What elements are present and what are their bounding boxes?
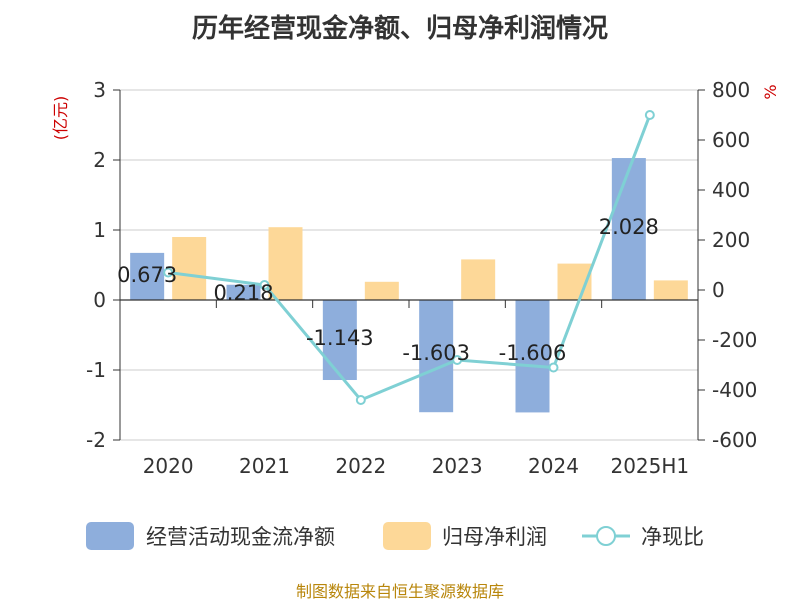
source-note: 制图数据来自恒生聚源数据库 [295,582,504,601]
left-axis-unit: (亿元) [51,96,70,141]
right-tick-label: 600 [712,128,750,152]
cash-flow-value-label: 0.673 [117,263,177,287]
cash-flow-value-label: -1.143 [306,326,374,350]
axes: -2 -1 0 1 2 3 -600 -400 -200 0 200 400 600 800 2020 202… [51,78,780,478]
net-profit-bar [653,280,688,300]
cash-flow-bar [611,158,646,300]
legend-label-cash-flow: 经营活动现金流净额 [146,525,335,549]
cash-flow-bar [419,300,454,413]
left-tick-label: 1 [93,218,106,242]
right-tick-label: 200 [712,228,750,252]
right-tick-label: 400 [712,178,750,202]
net-profit-bar [461,259,496,300]
left-tick-label: -1 [86,358,106,382]
category-label: 2021 [239,454,290,478]
left-tick-label: -2 [86,428,106,452]
cash-flow-bar [226,284,261,300]
ratio-point [452,355,463,365]
left-tick-label: 3 [93,78,106,102]
right-tick-label: -600 [712,428,757,452]
data-labels: 0.673 0.218 -1.143 -1.603 -1.606 2.028 [117,215,659,365]
cash-flow-bar [130,252,165,300]
cash-flow-value-label: 2.028 [599,215,659,239]
right-tick-label: -200 [712,328,757,352]
right-tick-label: 0 [712,278,725,302]
legend-swatch-net-profit [383,522,431,550]
legend-swatch-ratio-marker [596,526,616,546]
ratio-point [259,280,270,290]
net-profit-bar [364,281,399,300]
category-label: 2023 [432,454,483,478]
ratio-point [163,267,174,278]
right-axis-unit: % [761,84,780,99]
legend: 经营活动现金流净额 归母净利润 净现比 [86,522,704,550]
left-tick-label: 0 [93,288,106,312]
right-tick-label: 800 [712,78,750,102]
cash-flow-value-label: -1.603 [402,341,470,365]
category-label: 2020 [143,454,194,478]
legend-label-net-profit: 归母净利润 [442,525,547,549]
cash-flow-value-label: -1.606 [499,341,567,365]
category-label: 2022 [335,454,386,478]
right-tick-label: -400 [712,378,757,402]
category-label: 2025H1 [610,454,689,478]
category-label: 2024 [528,454,579,478]
net-profit-bar [268,227,303,300]
net-profit-bar [172,237,207,300]
ratio-point [355,395,366,405]
ratio-point [548,362,559,373]
cash-flow-bar [515,300,550,413]
legend-label-ratio: 净现比 [641,525,704,549]
left-tick-label: 2 [93,148,106,172]
ratio-line [163,110,655,405]
cash-flow-bar [322,300,357,381]
gridlines [120,89,698,441]
cash-flow-value-label: 0.218 [213,281,273,305]
legend-swatch-cash-flow [86,522,134,550]
chart-title: 历年经营现金净额、归母净利润情况 [191,14,608,44]
ratio-point [644,110,655,120]
ratio-line-path [167,114,652,402]
